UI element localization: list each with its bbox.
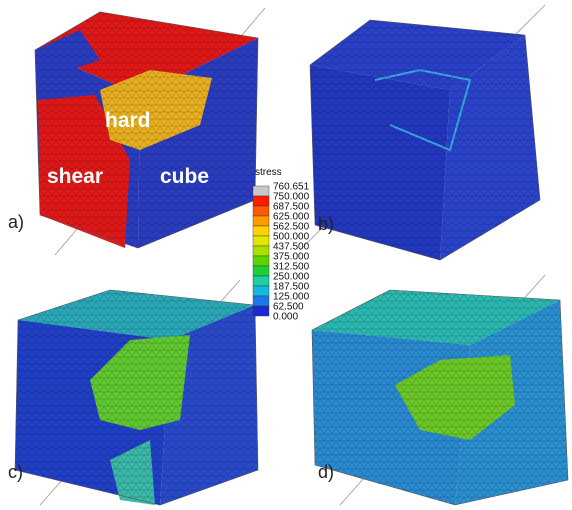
legend-swatch (253, 206, 269, 216)
legend-swatch (253, 276, 269, 286)
panel-c: c) (8, 290, 258, 505)
legend-swatch (253, 226, 269, 236)
panel-label: b) (318, 214, 334, 234)
panel-label: a) (8, 212, 24, 232)
legend-swatch (253, 236, 269, 246)
legend-swatch (253, 306, 269, 316)
grain-label: shear (47, 165, 103, 188)
legend-swatch (253, 216, 269, 226)
panel-label: c) (8, 462, 23, 482)
legend-swatch (253, 286, 269, 296)
panel-d: d) (312, 290, 568, 505)
panel-a: hard shear cube a) (8, 12, 258, 248)
legend-swatch (253, 246, 269, 256)
legend-label: 0.000 (273, 312, 298, 323)
panel-label: d) (318, 462, 334, 482)
legend-swatch (253, 296, 269, 306)
legend-title: stress (255, 167, 282, 178)
legend-swatch (253, 196, 269, 206)
grain-label: cube (160, 165, 209, 188)
grain-label: hard (105, 109, 151, 132)
legend-swatch (253, 266, 269, 276)
panel-b: b) (310, 20, 540, 260)
legend-swatch (253, 256, 269, 266)
legend-swatch (253, 186, 269, 196)
figure: hard shear cube a) b) c) d) stress 760.6… (0, 0, 572, 510)
legend: stress 760.651750.000687.500625.000562.5… (253, 167, 310, 323)
